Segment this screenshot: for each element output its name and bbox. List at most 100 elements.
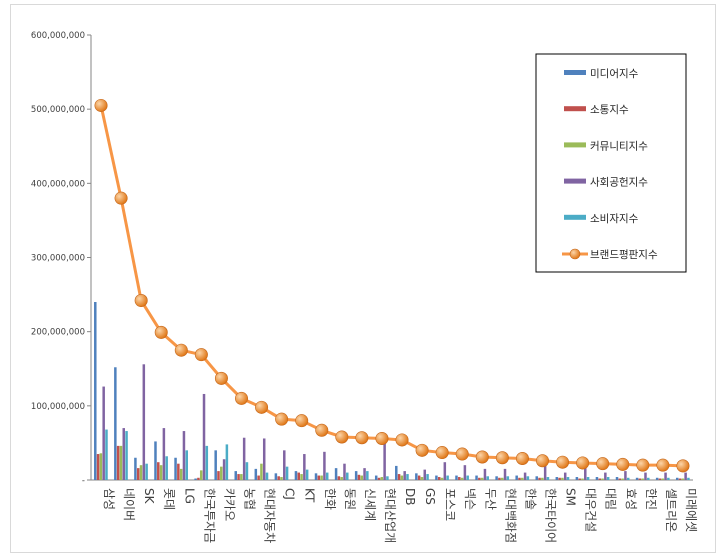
bar-2 [277, 476, 280, 480]
line-point [275, 412, 289, 426]
bar-1 [194, 478, 197, 480]
bar-4 [644, 472, 647, 480]
bar-2 [337, 476, 341, 480]
x-tick-label: 한솔 [523, 488, 537, 510]
bar-1 [415, 473, 418, 480]
bar-1 [535, 476, 538, 480]
bar-3 [159, 465, 163, 480]
bar-3 [220, 466, 223, 480]
line-point [375, 431, 389, 445]
bar-2 [518, 477, 521, 480]
bar-2 [297, 472, 300, 480]
bar-4 [323, 451, 326, 480]
x-tick-label: KT [303, 488, 317, 503]
bar-3 [561, 477, 564, 480]
bar-5 [346, 472, 349, 480]
bar-2 [618, 478, 622, 480]
bar-1 [555, 477, 559, 480]
line-point [556, 455, 570, 469]
bar-4 [162, 428, 166, 480]
bar-5 [566, 477, 570, 480]
bar-4 [684, 472, 687, 480]
bar-3 [621, 478, 624, 480]
bar-5 [586, 477, 590, 480]
x-tick-label: 신세계 [363, 488, 377, 521]
line-point [636, 458, 650, 472]
bar-5 [145, 463, 148, 480]
bar-2 [638, 478, 642, 480]
line-point [535, 454, 549, 468]
bar-1 [274, 473, 278, 480]
line-point [676, 459, 690, 473]
bar-2 [377, 477, 381, 480]
bar-1 [515, 475, 518, 480]
x-tick-label: 카카오 [222, 488, 236, 521]
x-tick-label: 두산 [483, 488, 497, 510]
bar-2 [257, 475, 260, 480]
y-tick-label: 200,000,000 [31, 328, 85, 338]
legend-label: 브랜드평판지수 [590, 249, 658, 261]
x-tick-label: 동원 [343, 488, 357, 510]
bar-2 [136, 468, 140, 480]
x-tick-label: 농협 [243, 488, 257, 510]
x-tick-label: LG [182, 488, 196, 504]
x-tick-label: 한화 [323, 488, 337, 510]
bar-1 [395, 465, 398, 480]
bar-4 [182, 431, 186, 480]
line-point [235, 391, 249, 405]
bar-5 [446, 475, 449, 480]
bar-2 [96, 454, 100, 480]
line-point [616, 457, 630, 471]
bar-3 [500, 477, 504, 480]
line-point [576, 456, 590, 470]
bar-5 [366, 471, 369, 480]
bar-2 [437, 477, 441, 480]
bar-4 [222, 459, 226, 480]
bar-3 [360, 475, 363, 480]
bar-1 [174, 457, 177, 480]
bar-4 [604, 472, 607, 480]
line-point [134, 294, 148, 308]
x-tick-label: 롯데 [162, 488, 176, 510]
bar-5 [546, 477, 550, 480]
x-tick-label: 포스코 [443, 488, 457, 521]
bar-3 [400, 475, 404, 480]
bar-1 [354, 471, 358, 480]
bar-5 [426, 474, 429, 480]
bar-1 [374, 475, 378, 480]
bar-1 [475, 475, 478, 480]
bar-2 [197, 477, 200, 480]
bar-1 [675, 477, 679, 480]
bar-2 [217, 471, 220, 480]
bar-4 [503, 468, 507, 480]
bar-1 [114, 367, 117, 480]
x-tick-label: 한국투자금 [202, 488, 216, 543]
bar-5 [125, 431, 128, 480]
line-point [355, 431, 369, 445]
bar-3 [460, 477, 464, 480]
line-point [255, 400, 269, 414]
bar-3 [260, 463, 263, 480]
bar-5 [667, 477, 670, 480]
bar-4 [584, 466, 587, 480]
bar-1 [455, 475, 458, 480]
bar-2 [157, 462, 160, 480]
bar-4 [242, 437, 246, 480]
bar-1 [294, 471, 298, 480]
bar-4 [483, 468, 487, 480]
bar-3 [541, 477, 544, 480]
bar-3 [119, 445, 123, 480]
line-point [335, 430, 349, 444]
brand-index-line [94, 98, 690, 473]
y-axis: - 100,000,000 200,000,000 300,000,000 400,00… [31, 31, 92, 486]
bar-5 [325, 472, 329, 480]
y-tick-label: 500,000,000 [31, 105, 85, 115]
line-point [475, 450, 489, 464]
line-point [295, 414, 309, 428]
bar-2 [498, 477, 501, 480]
bar-4 [202, 393, 206, 480]
bar-3 [440, 477, 444, 480]
bar-5 [606, 477, 610, 480]
x-tick-label: 대림 [604, 488, 618, 510]
